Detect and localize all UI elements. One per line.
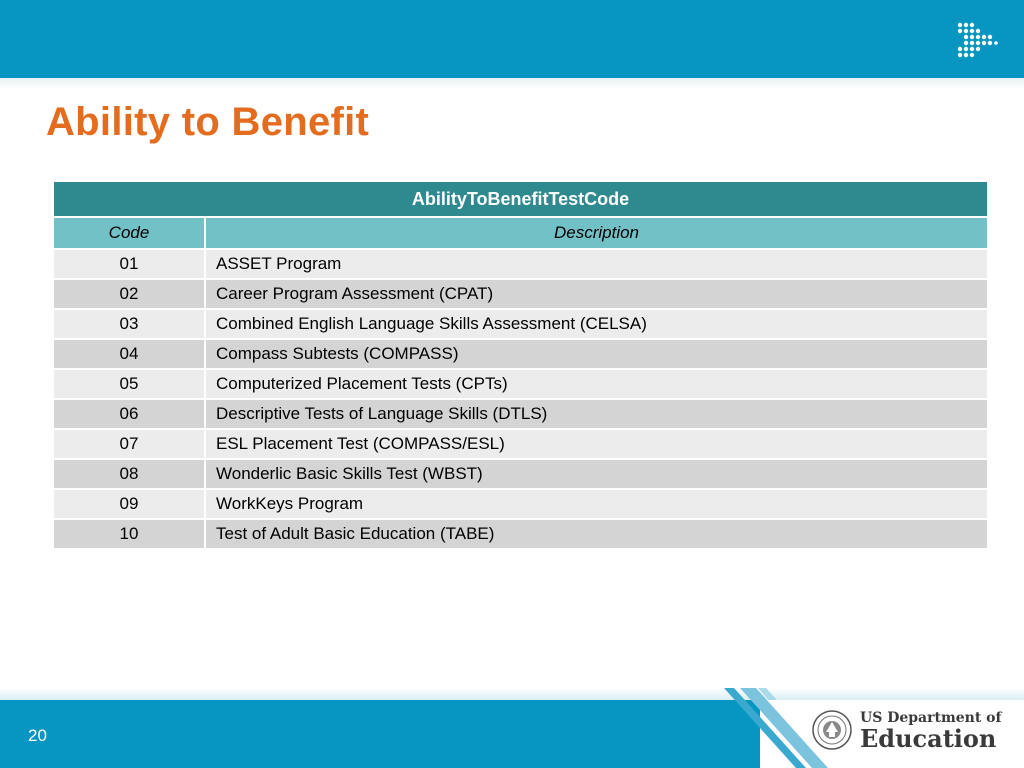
cell-code: 10 <box>52 518 206 550</box>
department-logo: US Department of Education <box>860 710 1002 752</box>
column-header-description: Description <box>204 216 989 250</box>
table-row: 01 ASSET Program <box>52 248 989 280</box>
page-number: 20 <box>28 726 47 745</box>
table-header-row: Code Description <box>52 216 989 250</box>
table-row: 04 Compass Subtests (COMPASS) <box>52 338 989 370</box>
dot-grid-logo-icon <box>957 22 998 58</box>
table-row: 02 Career Program Assessment (CPAT) <box>52 278 989 310</box>
slide-title: Ability to Benefit <box>46 100 370 144</box>
header-band-shadow <box>0 78 1024 90</box>
table-row: 08 Wonderlic Basic Skills Test (WBST) <box>52 458 989 490</box>
cell-description: ASSET Program <box>204 248 989 280</box>
table-row: 07 ESL Placement Test (COMPASS/ESL) <box>52 428 989 460</box>
table-row: 03 Combined English Language Skills Asse… <box>52 308 989 340</box>
cell-description: Compass Subtests (COMPASS) <box>204 338 989 370</box>
cell-code: 09 <box>52 488 206 520</box>
cell-code: 03 <box>52 308 206 340</box>
logo-line-1: US Department of <box>860 710 1002 726</box>
table-row: 05 Computerized Placement Tests (CPTs) <box>52 368 989 400</box>
cell-description: WorkKeys Program <box>204 488 989 520</box>
table-caption: AbilityToBenefitTestCode <box>52 180 989 218</box>
table-row: 06 Descriptive Tests of Language Skills … <box>52 398 989 430</box>
footer-band-shadow <box>0 688 1024 700</box>
cell-description: Computerized Placement Tests (CPTs) <box>204 368 989 400</box>
column-header-code: Code <box>52 216 206 250</box>
cell-code: 05 <box>52 368 206 400</box>
cell-code: 07 <box>52 428 206 460</box>
cell-code: 04 <box>52 338 206 370</box>
cell-code: 06 <box>52 398 206 430</box>
cell-code: 01 <box>52 248 206 280</box>
table-row: 09 WorkKeys Program <box>52 488 989 520</box>
cell-description: Descriptive Tests of Language Skills (DT… <box>204 398 989 430</box>
department-seal-icon <box>812 710 852 750</box>
cell-description: Wonderlic Basic Skills Test (WBST) <box>204 458 989 490</box>
cell-description: ESL Placement Test (COMPASS/ESL) <box>204 428 989 460</box>
cell-description: Combined English Language Skills Assessm… <box>204 308 989 340</box>
cell-description: Career Program Assessment (CPAT) <box>204 278 989 310</box>
cell-code: 08 <box>52 458 206 490</box>
header-band <box>0 0 1024 78</box>
table-caption-row: AbilityToBenefitTestCode <box>52 180 989 218</box>
table-row: 10 Test of Adult Basic Education (TABE) <box>52 518 989 550</box>
cell-code: 02 <box>52 278 206 310</box>
logo-line-2: Education <box>860 724 997 753</box>
ability-to-benefit-table: AbilityToBenefitTestCode Code Descriptio… <box>52 180 989 550</box>
cell-description: Test of Adult Basic Education (TABE) <box>204 518 989 550</box>
